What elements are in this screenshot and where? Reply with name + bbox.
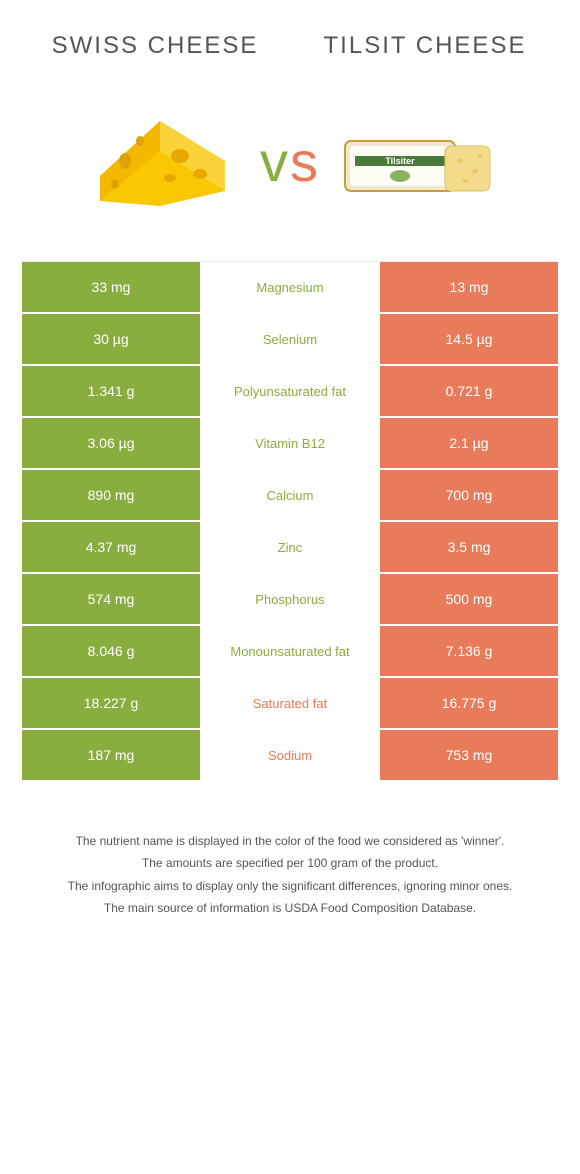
left-value: 4.37 mg <box>22 522 200 572</box>
table-row: 1.341 gPolyunsaturated fat0.721 g <box>22 366 558 418</box>
table-row: 187 mgSodium753 mg <box>22 730 558 782</box>
nutrient-label: Selenium <box>200 314 380 364</box>
left-value: 8.046 g <box>22 626 200 676</box>
vs-s: s <box>290 130 320 193</box>
left-value: 30 µg <box>22 314 200 364</box>
nutrient-label: Sodium <box>200 730 380 780</box>
right-value: 2.1 µg <box>380 418 558 468</box>
right-value: 3.5 mg <box>380 522 558 572</box>
right-value: 7.136 g <box>380 626 558 676</box>
cheese-wedge-icon <box>85 106 235 216</box>
header: Swiss cheese Tilsit cheese <box>0 0 580 71</box>
footnotes: The nutrient name is displayed in the co… <box>0 782 580 951</box>
tilsit-cheese-image: Tilsiter <box>330 91 510 231</box>
right-value: 753 mg <box>380 730 558 780</box>
right-value: 13 mg <box>380 262 558 312</box>
table-row: 18.227 gSaturated fat16.775 g <box>22 678 558 730</box>
left-value: 890 mg <box>22 470 200 520</box>
nutrient-label: Magnesium <box>200 262 380 312</box>
nutrient-label: Saturated fat <box>200 678 380 728</box>
left-value: 187 mg <box>22 730 200 780</box>
nutrient-label: Zinc <box>200 522 380 572</box>
footnote-line: The amounts are specified per 100 gram o… <box>30 854 550 873</box>
nutrient-label: Monounsaturated fat <box>200 626 380 676</box>
table-row: 8.046 gMonounsaturated fat7.136 g <box>22 626 558 678</box>
right-value: 500 mg <box>380 574 558 624</box>
comparison-table: 33 mgMagnesium13 mg30 µgSelenium14.5 µg1… <box>22 261 558 782</box>
nutrient-label: Polyunsaturated fat <box>200 366 380 416</box>
vs-label: vs <box>260 129 320 194</box>
footnote-line: The infographic aims to display only the… <box>30 877 550 896</box>
table-row: 33 mgMagnesium13 mg <box>22 262 558 314</box>
right-value: 700 mg <box>380 470 558 520</box>
vs-v: v <box>260 130 290 193</box>
footnote-line: The nutrient name is displayed in the co… <box>30 832 550 851</box>
left-value: 33 mg <box>22 262 200 312</box>
table-row: 30 µgSelenium14.5 µg <box>22 314 558 366</box>
swiss-cheese-image <box>70 91 250 231</box>
right-title: Tilsit cheese <box>304 30 547 61</box>
right-value: 0.721 g <box>380 366 558 416</box>
nutrient-label: Vitamin B12 <box>200 418 380 468</box>
table-row: 3.06 µgVitamin B122.1 µg <box>22 418 558 470</box>
left-value: 3.06 µg <box>22 418 200 468</box>
table-row: 4.37 mgZinc3.5 mg <box>22 522 558 574</box>
footnote-line: The main source of information is USDA F… <box>30 899 550 918</box>
left-value: 574 mg <box>22 574 200 624</box>
left-title: Swiss cheese <box>34 30 277 61</box>
svg-text:Tilsiter: Tilsiter <box>385 156 415 166</box>
cheese-block-icon: Tilsiter <box>335 116 505 206</box>
table-row: 574 mgPhosphorus500 mg <box>22 574 558 626</box>
nutrient-label: Phosphorus <box>200 574 380 624</box>
right-value: 16.775 g <box>380 678 558 728</box>
right-value: 14.5 µg <box>380 314 558 364</box>
table-row: 890 mgCalcium700 mg <box>22 470 558 522</box>
left-value: 1.341 g <box>22 366 200 416</box>
left-value: 18.227 g <box>22 678 200 728</box>
nutrient-label: Calcium <box>200 470 380 520</box>
images-row: vs Tilsiter <box>0 71 580 261</box>
